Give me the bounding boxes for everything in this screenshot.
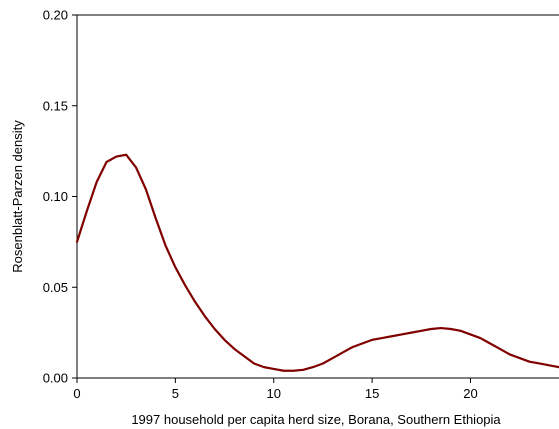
y-tick-label: 0.15 — [43, 98, 68, 113]
x-tick-label: 10 — [267, 386, 281, 401]
density-line — [75, 153, 559, 372]
x-tick-label: 15 — [365, 386, 379, 401]
y-tick-label: 0.10 — [43, 189, 68, 204]
series-layer — [75, 153, 559, 372]
y-tick-label: 0.05 — [43, 280, 68, 295]
y-tick-label: 0.00 — [43, 371, 68, 386]
x-tick-label: 20 — [463, 386, 477, 401]
y-axis-ticks: 0.00 0.05 0.10 0.15 0.20 — [43, 8, 77, 386]
x-tick-label: 5 — [172, 386, 179, 401]
y-axis-title: Rosenblatt-Parzen density — [10, 120, 25, 273]
x-axis-title: 1997 household per capita herd size, Bor… — [131, 412, 501, 427]
x-tick-label: 0 — [73, 386, 80, 401]
y-tick-label: 0.20 — [43, 8, 68, 23]
x-axis-ticks: 0 5 10 15 20 — [73, 378, 478, 401]
